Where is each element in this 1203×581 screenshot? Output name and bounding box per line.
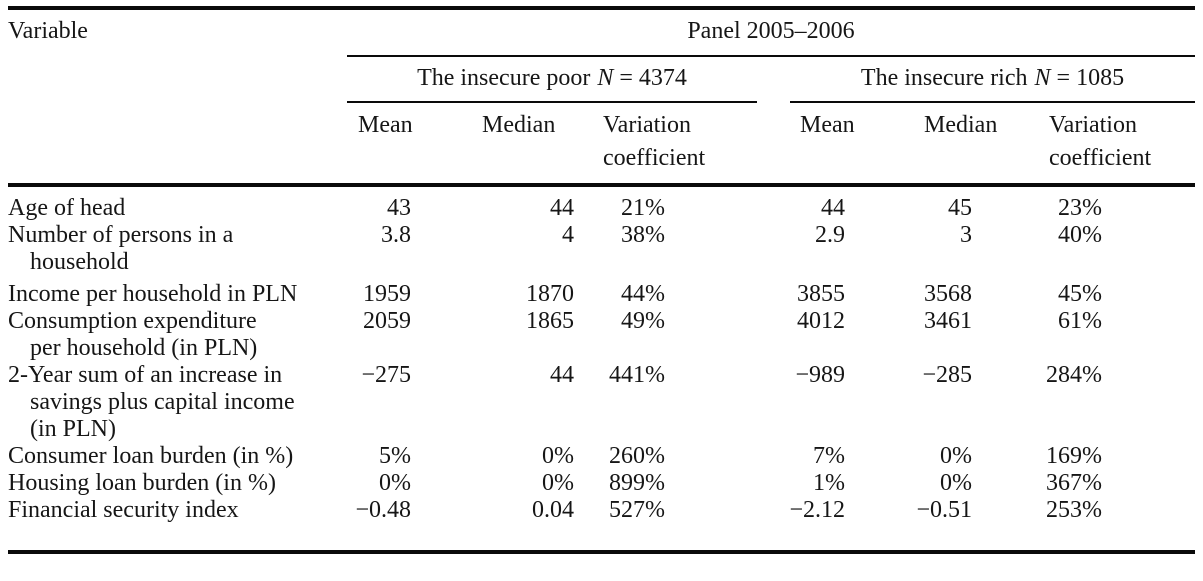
row-label: Housing loan burden (in %) xyxy=(8,470,276,496)
cell-value: −0.48 xyxy=(355,497,411,523)
cell-value: 7% xyxy=(813,443,845,469)
variation-coefficient-column-header-rich: Variation coefficient xyxy=(1049,112,1152,171)
cell-value: 1959 xyxy=(363,281,411,307)
cell-value: 44 xyxy=(821,195,845,221)
group-header-insecure-rich-inner: The insecure rich N = 1085 xyxy=(790,57,1195,103)
group-n-symbol: N xyxy=(1034,65,1051,91)
row-label: Consumption expenditure per household (i… xyxy=(8,308,258,361)
cell-value: 4 xyxy=(562,222,574,248)
cell-value: 0% xyxy=(542,443,574,469)
cell-value: 1865 xyxy=(526,308,574,334)
panel-header: Panel 2005–2006 xyxy=(347,10,1195,57)
variation-coefficient-column-header-poor: Variation coefficient xyxy=(603,112,706,171)
cell-value: 441% xyxy=(609,362,665,388)
group-n-count: = 1085 xyxy=(1056,65,1125,91)
cell-value: 0% xyxy=(940,470,972,496)
row-label: Age of head xyxy=(8,195,126,221)
mean-column-header-rich: Mean xyxy=(800,112,855,138)
table-row: Age of head 43 44 21% 44 45 23% xyxy=(8,187,1195,222)
cell-value: −285 xyxy=(922,362,972,388)
cell-value: 38% xyxy=(621,222,665,248)
cell-value: 899% xyxy=(609,470,665,496)
group-n-symbol: N xyxy=(597,65,614,91)
table-row: Income per household in PLN 1959 1870 44… xyxy=(8,281,1195,308)
cell-value: 44% xyxy=(621,281,665,307)
cell-value: 44 xyxy=(550,362,574,388)
cell-value: 2.9 xyxy=(815,222,845,248)
group-name: The insecure rich xyxy=(860,65,1028,91)
cell-value: −275 xyxy=(361,362,411,388)
descriptive-statistics-table: Variable Panel 2005–2006 The insecure po… xyxy=(8,6,1195,554)
cell-value: 3.8 xyxy=(381,222,411,248)
group-name: The insecure poor xyxy=(417,65,591,91)
cell-value: 527% xyxy=(609,497,665,523)
cell-value: 43 xyxy=(387,195,411,221)
table-header-row-panel: Variable Panel 2005–2006 xyxy=(8,10,1195,57)
cell-value: 44 xyxy=(550,195,574,221)
cell-value: 45 xyxy=(948,195,972,221)
table-row: Financial security index −0.48 0.04 527%… xyxy=(8,497,1195,550)
cell-value: −989 xyxy=(795,362,845,388)
cell-value: 3461 xyxy=(924,308,972,334)
table-row: Number of persons in a household 3.8 4 3… xyxy=(8,222,1195,276)
cell-value: 260% xyxy=(609,443,665,469)
group-header-insecure-rich: The insecure rich N = 1085 xyxy=(757,57,1195,103)
table-header-row-groups: The insecure poor N = 4374 The insecure ri… xyxy=(8,57,1195,103)
cell-value: −2.12 xyxy=(789,497,845,523)
cell-value: 61% xyxy=(1058,308,1102,334)
cell-value: 40% xyxy=(1058,222,1102,248)
cell-value: 1% xyxy=(813,470,845,496)
cell-value: 3 xyxy=(960,222,972,248)
cell-value: 169% xyxy=(1046,443,1102,469)
table-row: Consumption expenditure per household (i… xyxy=(8,308,1195,362)
cell-value: 23% xyxy=(1058,195,1102,221)
row-label: Financial security index xyxy=(8,497,239,523)
cell-value: 49% xyxy=(621,308,665,334)
cell-value: 0% xyxy=(379,470,411,496)
row-label: Income per household in PLN xyxy=(8,281,298,307)
group-header-insecure-poor: The insecure poor N = 4374 xyxy=(347,57,757,103)
variable-column-header: Variable xyxy=(8,18,88,44)
cell-value: 3568 xyxy=(924,281,972,307)
row-label: 2-Year sum of an increase in savings plu… xyxy=(8,362,295,442)
paper-table-page: { "table": { "title_row": { "variable_la… xyxy=(0,6,1203,581)
mean-column-header-poor: Mean xyxy=(358,112,413,138)
group-n-count: = 4374 xyxy=(619,65,687,91)
table-row: Consumer loan burden (in %) 5% 0% 260% 7… xyxy=(8,443,1195,470)
median-column-header-rich: Median xyxy=(924,112,998,138)
median-column-header-poor: Median xyxy=(482,112,556,138)
cell-value: 2059 xyxy=(363,308,411,334)
cell-value: 0% xyxy=(940,443,972,469)
table-row: 2-Year sum of an increase in savings plu… xyxy=(8,362,1195,443)
group-header-insecure-poor-inner: The insecure poor N = 4374 xyxy=(347,57,757,103)
cell-value: 21% xyxy=(621,195,665,221)
cell-value: −0.51 xyxy=(916,497,972,523)
cell-value: 4012 xyxy=(797,308,845,334)
table-row: Housing loan burden (in %) 0% 0% 899% 1%… xyxy=(8,470,1195,497)
row-label: Consumer loan burden (in %) xyxy=(8,443,294,469)
cell-value: 284% xyxy=(1046,362,1102,388)
cell-value: 1870 xyxy=(526,281,574,307)
cell-value: 3855 xyxy=(797,281,845,307)
table-header-row-statistics: Mean Median Variation coefficient Mean M… xyxy=(8,103,1195,187)
row-label: Number of persons in a household xyxy=(8,222,234,275)
cell-value: 45% xyxy=(1058,281,1102,307)
cell-value: 0% xyxy=(542,470,574,496)
cell-value: 5% xyxy=(379,443,411,469)
cell-value: 0.04 xyxy=(532,497,574,523)
cell-value: 253% xyxy=(1046,497,1102,523)
cell-value: 367% xyxy=(1046,470,1102,496)
